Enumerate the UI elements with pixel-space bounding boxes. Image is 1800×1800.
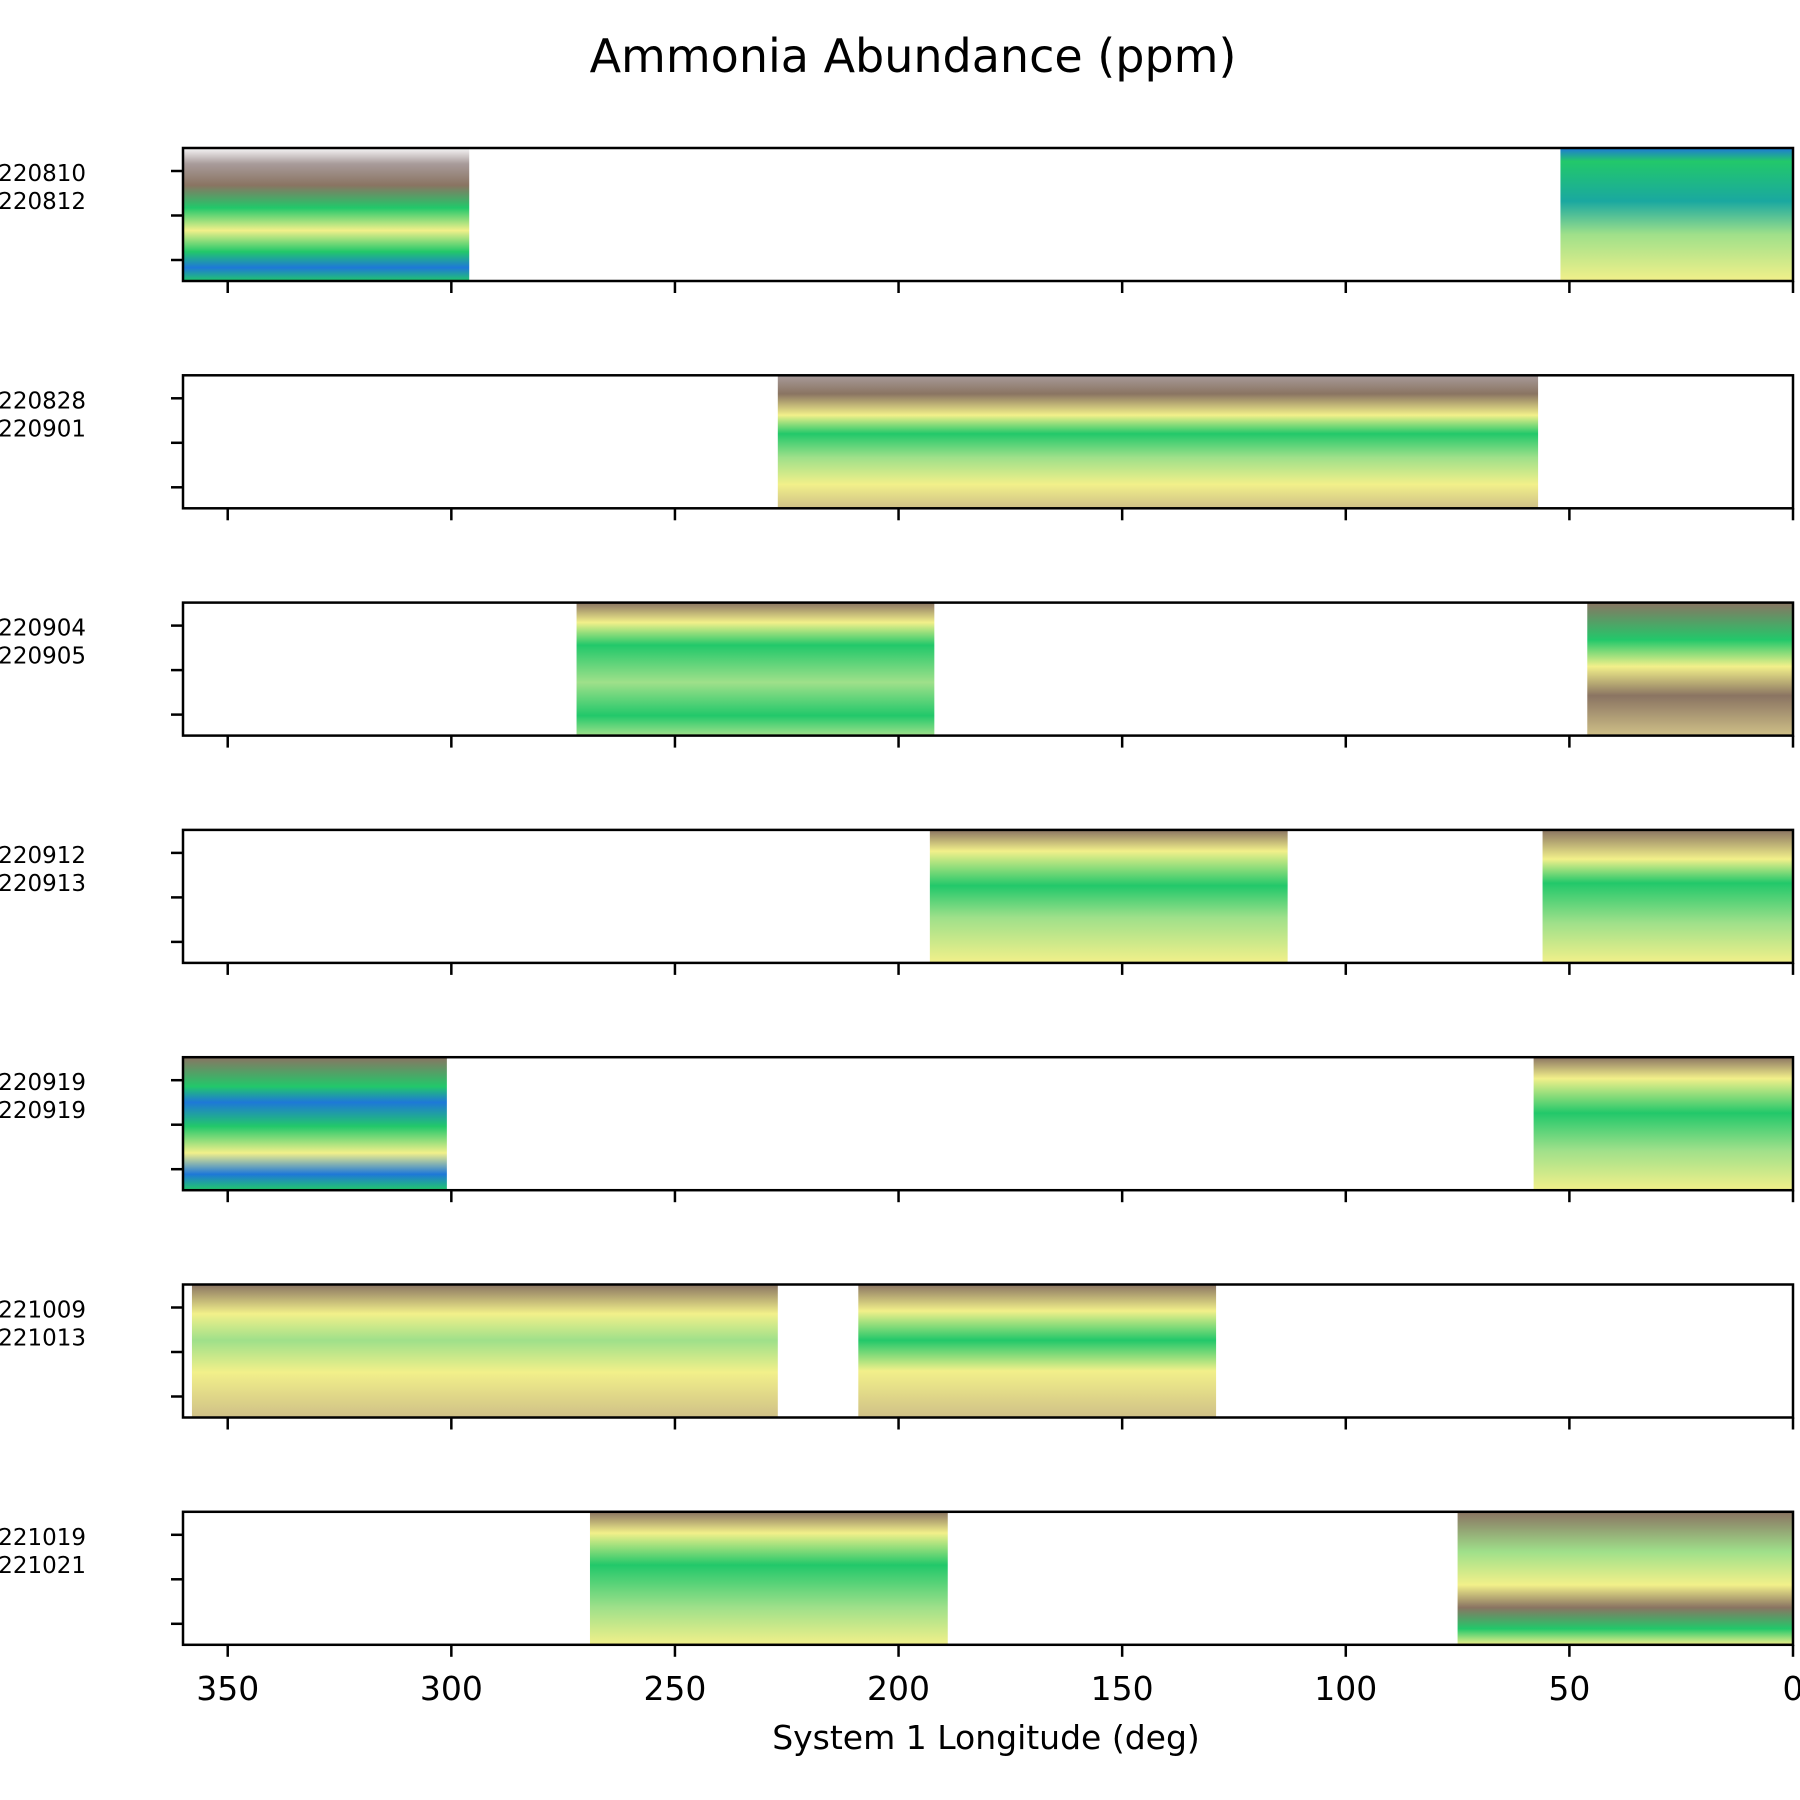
x-tick-label: 150 xyxy=(1091,1669,1154,1708)
heatmap-segment-1-1 xyxy=(183,148,470,281)
x-tick-label: 250 xyxy=(643,1669,706,1708)
x-tick-label: 300 xyxy=(420,1669,483,1708)
heatmap-segment-5-2 xyxy=(1533,1057,1793,1191)
date-label: 220828 xyxy=(0,388,86,414)
date-label: 220812 xyxy=(0,189,86,215)
heatmap-segment-6-2 xyxy=(858,1284,1217,1418)
heatmap-segment-5-1 xyxy=(183,1057,447,1191)
date-label: 220919 xyxy=(0,1098,86,1124)
x-tick-label: 0 xyxy=(1783,1669,1800,1708)
heatmap-segment-1-2 xyxy=(1560,148,1793,281)
heatmap-segment-7-1 xyxy=(589,1511,948,1645)
date-label: 220904 xyxy=(0,616,86,642)
heatmap-segment-3-1 xyxy=(576,602,935,736)
chart-title: Ammonia Abundance (ppm) xyxy=(590,29,1237,83)
date-label: 221009 xyxy=(0,1298,86,1324)
date-label: 220913 xyxy=(0,871,86,897)
heatmap-segment-4-2 xyxy=(1542,829,1793,963)
x-tick-label: 100 xyxy=(1314,1669,1377,1708)
date-label: 220912 xyxy=(0,843,86,869)
panel-frame xyxy=(181,601,1795,737)
date-label: 220919 xyxy=(0,1070,86,1096)
date-label: 221019 xyxy=(0,1525,86,1551)
date-label: 220901 xyxy=(0,416,86,442)
date-label: 220905 xyxy=(0,644,86,670)
x-tick-label: 200 xyxy=(867,1669,930,1708)
heatmap-segment-3-2 xyxy=(1587,602,1793,736)
x-tick-labels: 350 300 250 200 150 100 50 0 xyxy=(196,1669,1800,1708)
date-label: 221013 xyxy=(0,1326,86,1352)
heatmap-segment-6-1 xyxy=(191,1284,778,1418)
x-tick-label: 350 xyxy=(196,1669,259,1708)
date-label: 221021 xyxy=(0,1553,86,1579)
date-label: 220810 xyxy=(0,161,86,187)
x-axis-label: System 1 Longitude (deg) xyxy=(772,1718,1200,1757)
heatmap-segment-7-2 xyxy=(1457,1511,1793,1645)
heatmap-segment-4-1 xyxy=(929,829,1288,963)
panels-group: 2208102208122208282209012209042209052209… xyxy=(0,146,1795,1657)
heatmap-segment-2-1 xyxy=(777,375,1539,509)
x-tick-label: 50 xyxy=(1548,1669,1590,1708)
